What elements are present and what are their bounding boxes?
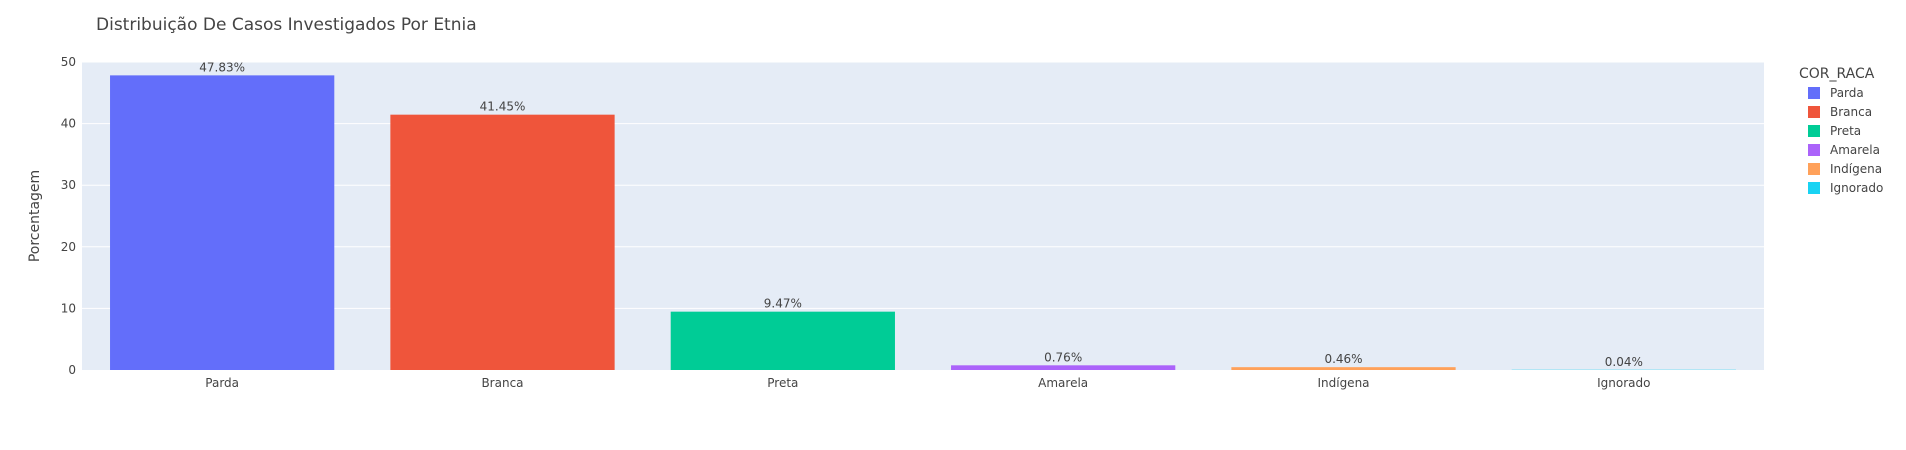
plot-area — [82, 62, 1764, 370]
bar-parda[interactable] — [110, 75, 335, 371]
legend-swatch — [1808, 87, 1820, 99]
bar-label-amarela: 0.76% — [1044, 350, 1082, 364]
y-tick-label: 50 — [61, 55, 76, 69]
legend-label: Indígena — [1830, 162, 1882, 176]
bar-labels: 47.83% 41.45% 9.47% 0.76% 0.46% 0.04% — [199, 60, 1643, 368]
y-tick-label: 20 — [61, 240, 76, 254]
legend-label: Amarela — [1830, 143, 1880, 157]
legend-label: Preta — [1830, 124, 1861, 138]
bars — [110, 75, 1736, 371]
y-tick-label: 0 — [68, 363, 76, 377]
x-tick-label-amarela: Amarela — [1038, 376, 1088, 390]
legend-item-amarela[interactable]: Amarela — [1808, 143, 1880, 157]
x-tick-label-parda: Parda — [205, 376, 239, 390]
legend-title: COR_RACA — [1799, 66, 1875, 82]
x-tick-label-ignorado: Ignorado — [1597, 376, 1650, 390]
gridlines — [82, 61, 1764, 309]
legend-swatch — [1808, 182, 1820, 194]
legend-item-parda[interactable]: Parda — [1808, 86, 1864, 100]
bar-indigena[interactable] — [1231, 367, 1456, 370]
legend-swatch — [1808, 163, 1820, 175]
legend-swatch — [1808, 144, 1820, 156]
bar-branca[interactable] — [390, 114, 615, 370]
y-axis-ticks: 0 10 20 30 40 50 — [61, 55, 76, 377]
legend-swatch — [1808, 125, 1820, 137]
bar-label-branca: 41.45% — [480, 100, 526, 114]
legend-item-branca[interactable]: Branca — [1808, 105, 1872, 119]
bar-preta[interactable] — [670, 311, 895, 370]
bar-label-parda: 47.83% — [199, 60, 245, 74]
legend[interactable]: Parda Branca Preta Amarela Indígena Ignorado — [1808, 86, 1883, 195]
y-tick-label: 30 — [61, 178, 76, 192]
legend-label: Ignorado — [1830, 181, 1883, 195]
y-tick-label: 10 — [61, 301, 76, 315]
x-axis-ticks: Parda Branca Preta Amarela Indígena Ignorado — [205, 376, 1650, 390]
y-axis-title: Porcentagem — [27, 170, 43, 262]
y-tick-label: 40 — [61, 117, 76, 131]
bar-label-indigena: 0.46% — [1324, 352, 1362, 366]
legend-item-preta[interactable]: Preta — [1808, 124, 1861, 138]
legend-label: Parda — [1830, 86, 1864, 100]
legend-swatch — [1808, 106, 1820, 118]
x-tick-label-preta: Preta — [767, 376, 798, 390]
bar-amarela[interactable] — [951, 365, 1176, 370]
bar-label-ignorado: 0.04% — [1605, 355, 1643, 369]
legend-label: Branca — [1830, 105, 1872, 119]
x-tick-label-branca: Branca — [481, 376, 523, 390]
legend-item-indigena[interactable]: Indígena — [1808, 162, 1882, 176]
legend-item-ignorado[interactable]: Ignorado — [1808, 181, 1883, 195]
x-tick-label-indigena: Indígena — [1317, 376, 1369, 390]
bar-label-preta: 9.47% — [764, 297, 802, 311]
chart-title: Distribuição De Casos Investigados Por E… — [96, 15, 477, 35]
